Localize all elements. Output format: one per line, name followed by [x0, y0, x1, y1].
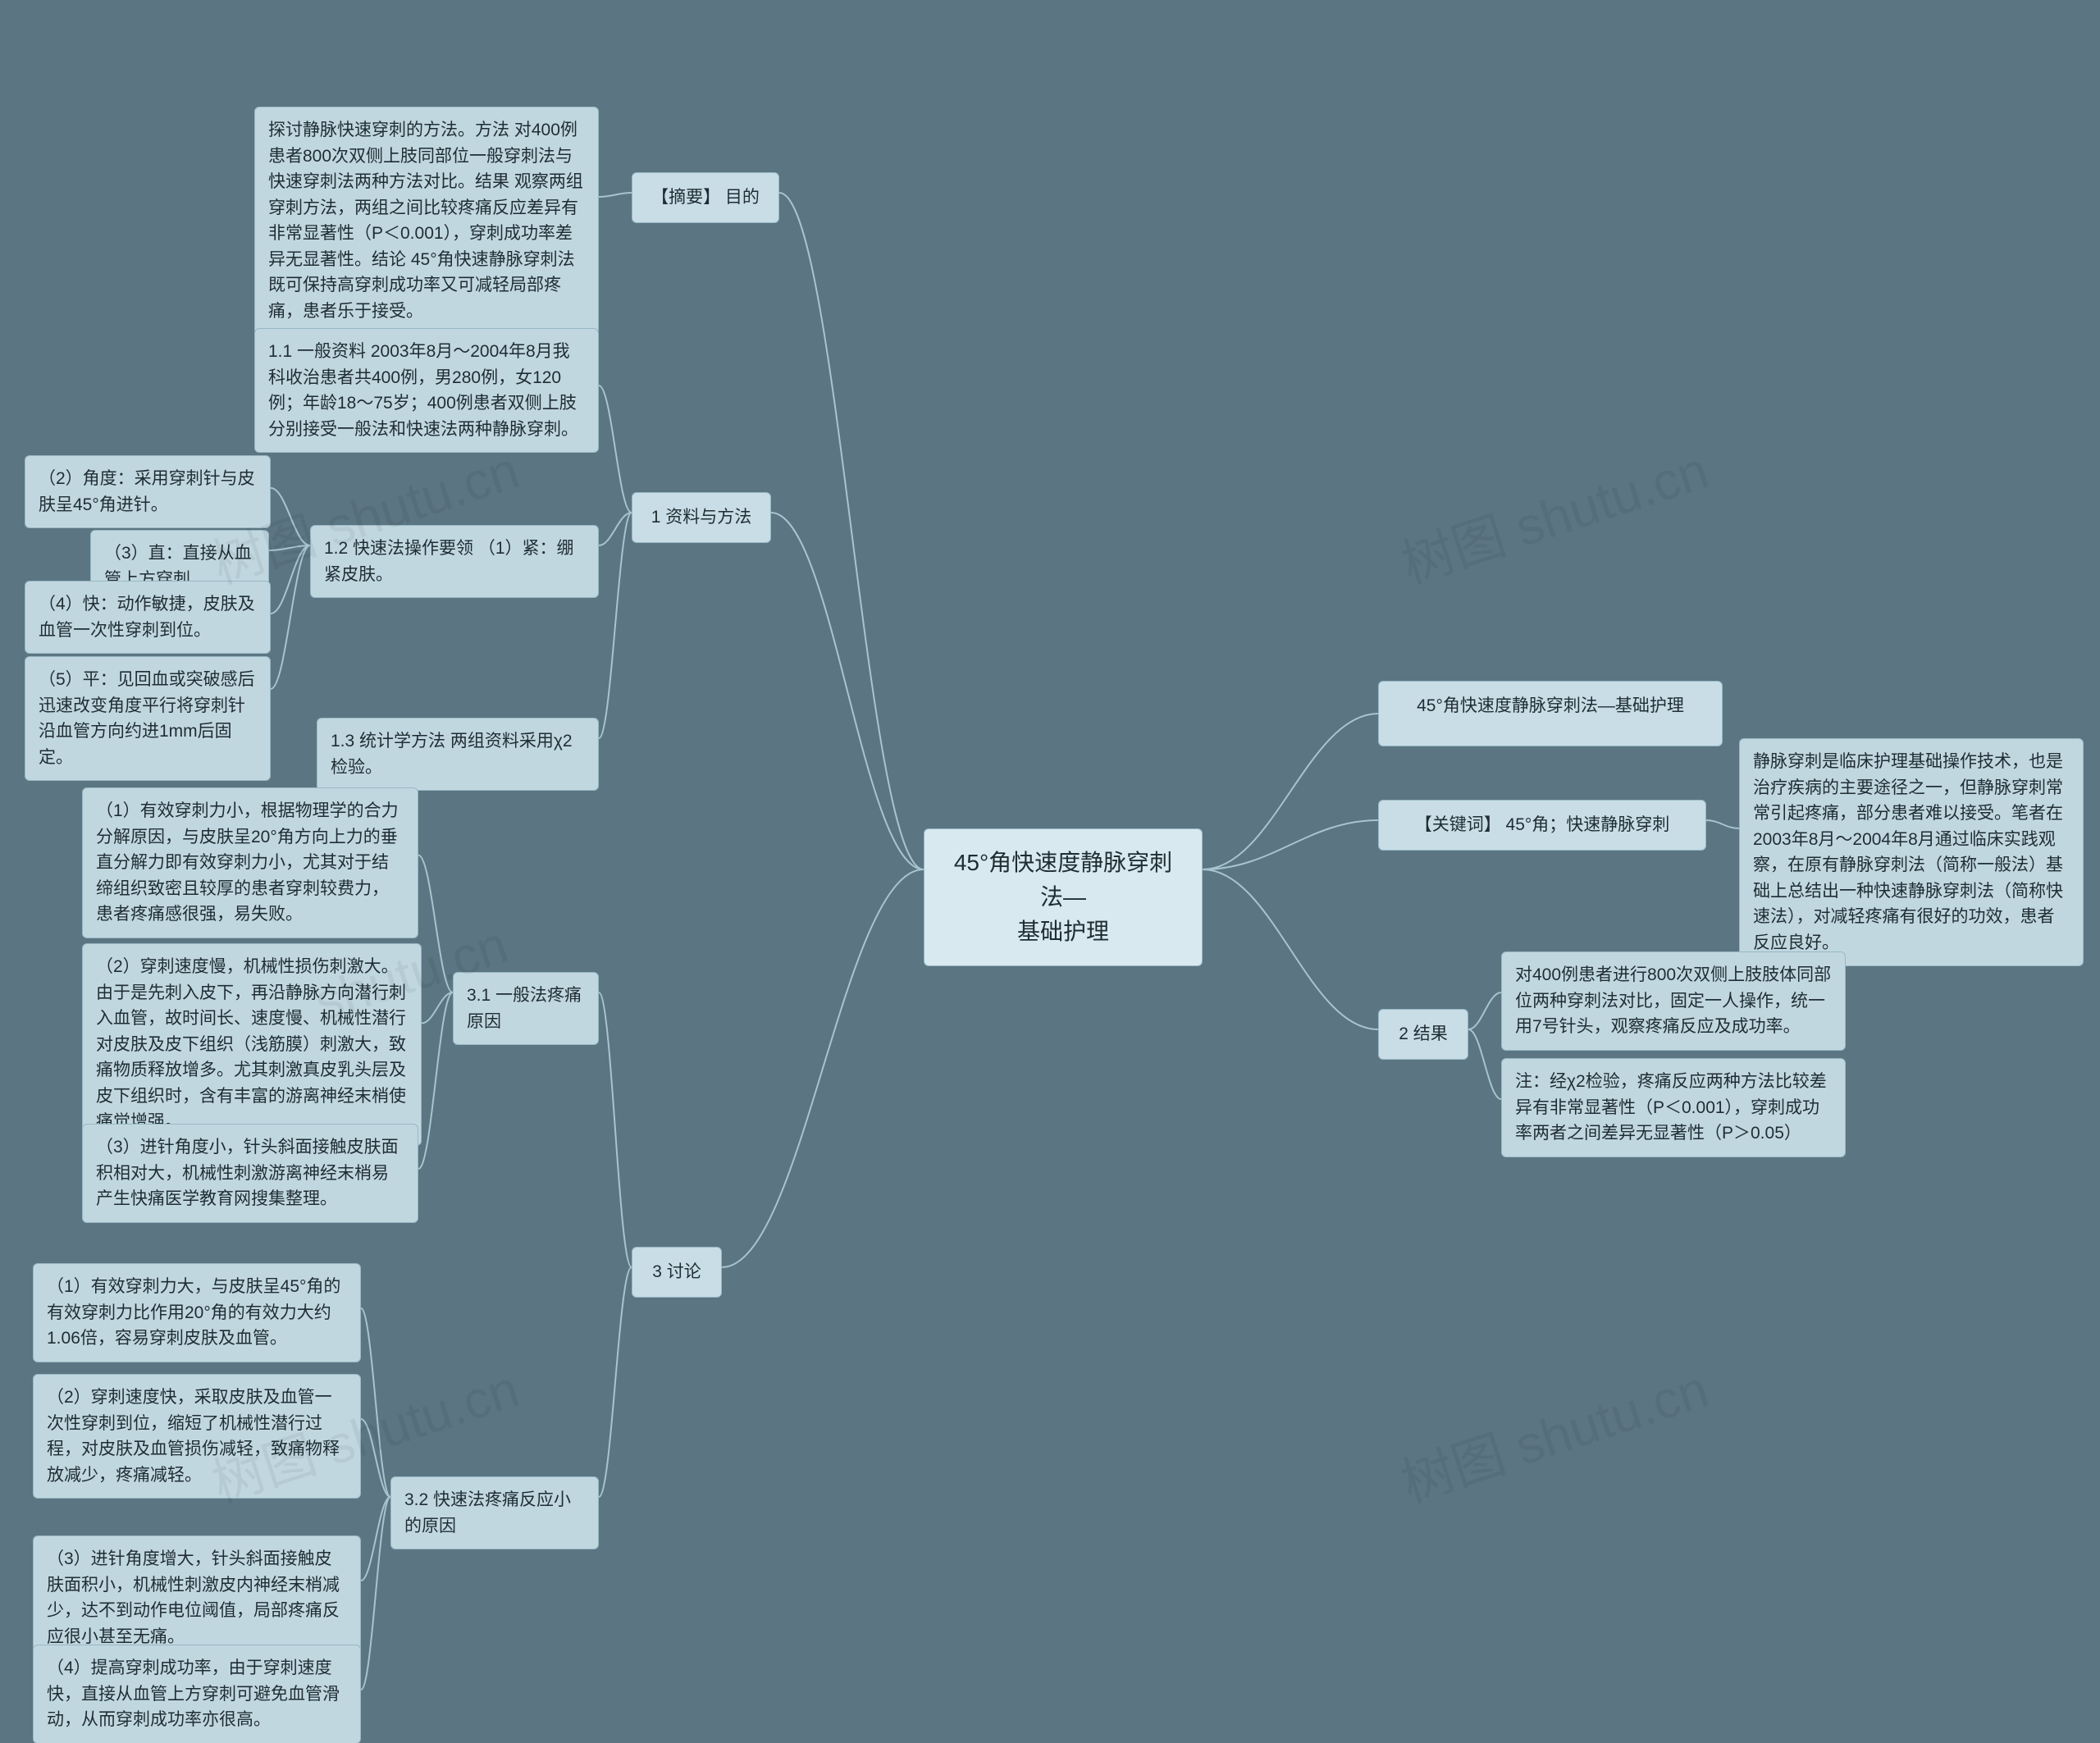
mindmap-node: 【摘要】 目的 [632, 172, 779, 223]
mindmap-node: 1 资料与方法 [632, 492, 771, 543]
mindmap-center-node: 45°角快速度静脉穿刺法—基础护理 [924, 828, 1203, 966]
mindmap-edge [361, 1497, 390, 1690]
mindmap-edge [599, 193, 632, 197]
mindmap-node: 2 结果 [1378, 1009, 1468, 1060]
mindmap-node: （1）有效穿刺力小，根据物理学的合力分解原因，与皮肤呈20°角方向上力的垂直分解… [82, 787, 418, 938]
mindmap-node: （4）快：动作敏捷，皮肤及血管一次性穿刺到位。 [25, 581, 271, 654]
mindmap-node: 对400例患者进行800次双侧上肢肢体同部位两种穿刺法对比，固定一人操作，统一用… [1501, 951, 1846, 1051]
mindmap-node: （3）进针角度小，针头斜面接触皮肤面积相对大，机械性刺激游离神经末梢易产生快痛医… [82, 1124, 418, 1223]
mindmap-node: （5）平：见回血或突破感后迅速改变角度平行将穿刺针沿血管方向约进1mm后固定。 [25, 656, 271, 781]
mindmap-node: 45°角快速度静脉穿刺法—基础护理 [1378, 681, 1723, 746]
mindmap-edge [1706, 820, 1739, 828]
mindmap-edge [599, 386, 632, 513]
mindmap-edge [771, 513, 924, 869]
mindmap-node: （2）穿刺速度慢，机械性损伤刺激大。由于是先刺入皮下，再沿静脉方向潜行刺入血管，… [82, 943, 422, 1146]
mindmap-edge [271, 545, 310, 689]
mindmap-edge [1203, 869, 1378, 1029]
mindmap-node: 3 讨论 [632, 1247, 722, 1298]
mindmap-node: 1.2 快速法操作要领 （1）紧：绷紧皮肤。 [310, 525, 599, 598]
mindmap-edge [418, 856, 453, 993]
mindmap-edge [361, 1308, 390, 1497]
mindmap-node: 3.2 快速法疼痛反应小的原因 [390, 1476, 599, 1549]
mindmap-node: （1）有效穿刺力大，与皮肤呈45°角的有效穿刺力比作用20°角的有效力大约1.0… [33, 1263, 361, 1362]
mindmap-edge [722, 869, 924, 1267]
mindmap-edge [271, 488, 310, 545]
center-title-line2: 基础护理 [944, 915, 1182, 949]
mindmap-edge [599, 513, 632, 738]
mindmap-node: 1.3 统计学方法 两组资料采用χ2检验。 [317, 718, 599, 791]
mindmap-node: （2）穿刺速度快，采取皮肤及血管一次性穿刺到位，缩短了机械性潜行过程，对皮肤及血… [33, 1374, 361, 1499]
center-title-line1: 45°角快速度静脉穿刺法— [944, 846, 1182, 915]
mindmap-node: （2）角度：采用穿刺针与皮肤呈45°角进针。 [25, 455, 271, 528]
mindmap-edge [1203, 714, 1378, 869]
mindmap-node: （4）提高穿刺成功率，由于穿刺速度快，直接从血管上方穿刺可避免血管滑动，从而穿刺… [33, 1645, 361, 1743]
mindmap-node: 1.1 一般资料 2003年8月～2004年8月我科收治患者共400例，男280… [254, 328, 599, 453]
mindmap-edge [1468, 1029, 1501, 1099]
mindmap-edge [599, 992, 632, 1267]
mindmap-node: 静脉穿刺是临床护理基础操作技术，也是治疗疾病的主要途径之一，但静脉穿刺常常引起疼… [1739, 738, 2084, 966]
mindmap-edge [1468, 992, 1501, 1029]
mindmap-node: 探讨静脉快速穿刺的方法。方法 对400例患者800次双侧上肢同部位一般穿刺法与快… [254, 107, 599, 335]
mindmap-edge [599, 1267, 632, 1497]
mindmap-node: 【关键词】 45°角；快速静脉穿刺 [1378, 800, 1706, 851]
mindmap-node: 注：经χ2检验，疼痛反应两种方法比较差异有非常显著性（P＜0.001），穿刺成功… [1501, 1058, 1846, 1157]
mindmap-edge [422, 992, 453, 1024]
mindmap-edge [599, 513, 632, 545]
mindmap-edge [779, 193, 924, 869]
mindmap-edge [271, 545, 310, 614]
mindmap-node: （3）进针角度增大，针头斜面接触皮肤面积小，机械性刺激皮内神经末梢减少，达不到动… [33, 1535, 361, 1660]
mindmap-node: 3.1 一般法疼痛原因 [453, 972, 599, 1045]
mindmap-edge [418, 992, 453, 1169]
